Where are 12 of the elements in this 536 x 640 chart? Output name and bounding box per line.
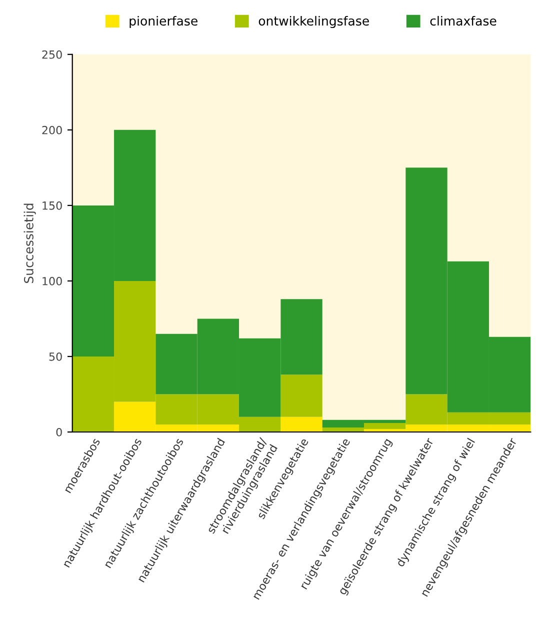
legend-label: ontwikkelingsfase <box>258 16 369 28</box>
y-tick-label: 50 <box>49 352 62 361</box>
y-tick-label: 150 <box>42 201 62 210</box>
y-tick-label: 0 <box>56 428 62 436</box>
bar <box>280 374 322 417</box>
legend-label: climaxfase <box>430 16 496 26</box>
y-tick-label: 200 <box>42 126 62 134</box>
legend-label: pionierfase <box>130 16 198 28</box>
bar <box>280 416 322 432</box>
y-tick-label: 100 <box>42 276 62 286</box>
y-axis-title: Successietijd <box>24 204 36 284</box>
y-tick-label: 250 <box>42 50 62 59</box>
